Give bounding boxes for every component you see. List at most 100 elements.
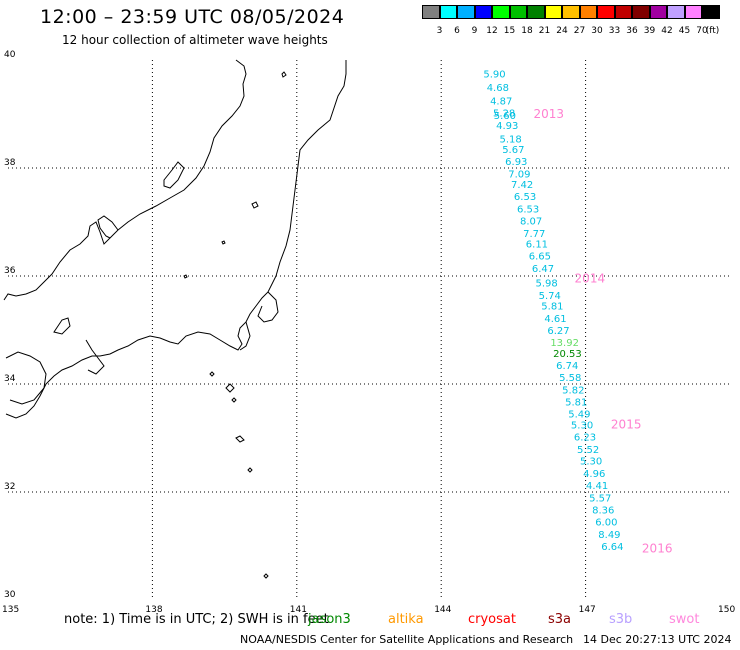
wave-height-label: 6.47 bbox=[532, 264, 554, 275]
wave-height-label: 6.53 bbox=[514, 192, 536, 203]
izu-island-6 bbox=[209, 371, 215, 377]
wave-height-label: 5.49 bbox=[568, 410, 590, 421]
color-scale-label: 42 bbox=[661, 26, 673, 36]
wave-height-label: 4.96 bbox=[583, 469, 605, 480]
longitude-label: 141 bbox=[290, 605, 307, 615]
wave-height-label: 5.30 bbox=[580, 457, 602, 468]
color-swatch bbox=[579, 5, 597, 19]
latitude-label: 32 bbox=[4, 482, 15, 492]
wave-height-label: 4.41 bbox=[586, 481, 608, 492]
color-swatch bbox=[667, 5, 685, 19]
color-swatch bbox=[509, 5, 527, 19]
color-swatch bbox=[632, 5, 650, 19]
lake-3 bbox=[221, 240, 226, 245]
wave-height-track: 5.90 4.68 4.875.285.604.93 5.185.676.937.09… bbox=[483, 70, 672, 556]
latitude-label: 34 bbox=[4, 374, 16, 384]
wave-height-label: 4.87 bbox=[490, 97, 512, 108]
wave-height-label: 8.07 bbox=[520, 216, 542, 227]
color-swatch bbox=[439, 5, 457, 19]
longitude-label: 144 bbox=[434, 605, 451, 615]
color-swatch bbox=[702, 5, 720, 19]
wave-height-label: 5.81 bbox=[565, 397, 587, 408]
satellite-legend-s3a: s3a bbox=[548, 612, 572, 627]
wave-height-label: 6.23 bbox=[574, 432, 596, 443]
lake-4 bbox=[183, 274, 188, 279]
wave-height-label: 4.61 bbox=[544, 314, 566, 325]
satellite-legend-swot: swot bbox=[669, 612, 700, 627]
color-scale-label: 18 bbox=[521, 26, 533, 36]
satellite-legend-cryosat: cryosat bbox=[468, 612, 516, 627]
awaji-island bbox=[53, 317, 71, 335]
sado-island bbox=[163, 161, 185, 189]
izu-island-3 bbox=[235, 435, 245, 443]
wave-height-label: 6.93 bbox=[505, 157, 527, 168]
izu-island-5 bbox=[263, 573, 269, 579]
honshu-east-coast bbox=[5, 60, 347, 419]
shikoku bbox=[5, 351, 47, 405]
wave-height-label: 6.65 bbox=[529, 251, 551, 262]
lake-1 bbox=[281, 71, 287, 78]
latitude-label: 30 bbox=[4, 590, 16, 600]
wave-height-label: 5.82 bbox=[562, 385, 584, 396]
wave-height-label: 7.42 bbox=[511, 180, 533, 191]
wave-height-label: 5.98 bbox=[535, 278, 557, 289]
wave-height-label: 5.90 bbox=[483, 70, 505, 81]
wave-height-label: 5.58 bbox=[559, 373, 581, 384]
color-swatch bbox=[684, 5, 702, 19]
color-scale-label: 36 bbox=[626, 26, 638, 36]
color-scale-label: 15 bbox=[503, 26, 516, 36]
satellite-legend-jason3: jason3 bbox=[308, 612, 351, 627]
generated-timestamp: 14 Dec 20:27:13 UTC 2024 bbox=[583, 633, 732, 646]
color-swatch bbox=[544, 5, 562, 19]
satellite-legend-s3b: s3b bbox=[609, 612, 633, 627]
izu-island-4 bbox=[247, 467, 253, 473]
latitude-label: 36 bbox=[4, 266, 16, 276]
wave-height-label: 6.74 bbox=[556, 361, 578, 372]
wave-height-label: 7.77 bbox=[523, 229, 545, 240]
color-scale-label: 45 bbox=[678, 26, 691, 36]
color-scale-label: 27 bbox=[573, 26, 586, 36]
map-subtitle: 12 hour collection of altimeter wave hei… bbox=[62, 33, 328, 47]
honshu-west-coast bbox=[3, 59, 247, 301]
izu-peninsula bbox=[239, 321, 251, 351]
wave-height-label: 4.68 bbox=[487, 83, 509, 94]
credit-text: NOAA/NESDIS Center for Satellite Applica… bbox=[240, 633, 574, 646]
izu-island-2 bbox=[231, 397, 237, 403]
wave-height-label: 5.74 bbox=[539, 291, 561, 302]
pass-time-label: 2015 bbox=[611, 418, 642, 432]
wave-height-label: 5.18 bbox=[500, 134, 522, 145]
color-scale-label: 9 bbox=[471, 26, 478, 36]
color-swatch bbox=[457, 5, 475, 19]
wave-height-label: 6.64 bbox=[601, 542, 623, 553]
longitude-label: 135 bbox=[2, 605, 19, 615]
color-swatch bbox=[474, 5, 492, 19]
wave-height-label: 6.11 bbox=[526, 240, 548, 251]
color-scale-label: 33 bbox=[608, 26, 621, 36]
kii-peninsula bbox=[85, 339, 105, 375]
footer-note: note: 1) Time is in UTC; 2) SWH is in fe… bbox=[64, 612, 329, 627]
color-swatch bbox=[614, 5, 632, 19]
lake-2 bbox=[251, 201, 259, 209]
wave-height-label: 6.53 bbox=[517, 205, 539, 216]
wave-height-label: 13.92 bbox=[550, 338, 579, 349]
color-scale-label: 12 bbox=[486, 26, 498, 36]
color-swatch bbox=[527, 5, 545, 19]
pass-time-label: 2014 bbox=[575, 272, 606, 286]
boso-peninsula bbox=[257, 291, 279, 323]
wave-height-label: 5.57 bbox=[589, 493, 611, 504]
color-scale-label: 6 bbox=[454, 26, 460, 36]
wave-height-label: 5.67 bbox=[502, 145, 524, 156]
wave-height-label: 20.53 bbox=[553, 349, 582, 360]
wave-height-label: 5.60 bbox=[494, 111, 516, 122]
pass-time-label: 2016 bbox=[642, 542, 673, 556]
latitude-label: 38 bbox=[4, 158, 16, 168]
color-scale-label: 24 bbox=[556, 26, 568, 36]
map-grid: 40 38 36 34 32 30 135 138 141 144 147 150 bbox=[2, 50, 735, 615]
wave-height-label: 4.93 bbox=[496, 121, 518, 132]
color-swatch bbox=[597, 5, 615, 19]
color-scale-label: 30 bbox=[591, 26, 603, 36]
longitude-label: 138 bbox=[145, 605, 162, 615]
wave-height-label: 7.09 bbox=[508, 169, 530, 180]
latitude-label: 40 bbox=[4, 50, 16, 60]
color-swatch bbox=[562, 5, 580, 19]
